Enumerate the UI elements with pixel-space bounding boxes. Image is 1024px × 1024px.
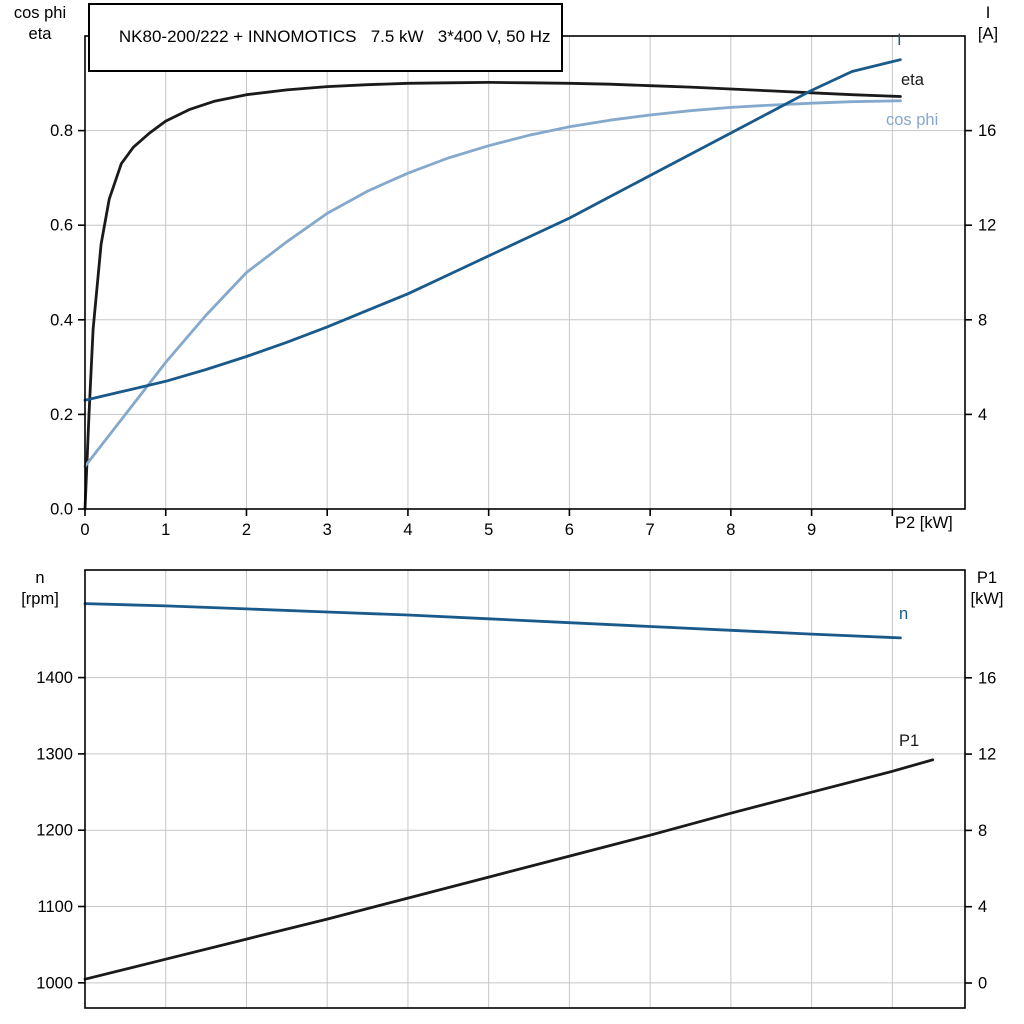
curve-label-speed: n [899, 605, 909, 623]
svg-text:12: 12 [978, 746, 996, 764]
top-right-axis-title: I [A] [958, 3, 1018, 44]
svg-text:1: 1 [161, 521, 170, 539]
svg-text:6: 6 [565, 521, 574, 539]
svg-text:9: 9 [807, 521, 816, 539]
bottom-left-axis-title: n [rpm] [2, 568, 78, 609]
svg-text:0.4: 0.4 [50, 311, 73, 329]
x-axis-label: P2 [kW] [895, 514, 953, 532]
svg-text:0.2: 0.2 [50, 406, 73, 424]
bottom-right-axis-title: P1 [kW] [954, 568, 1020, 609]
axis-title-speed: n [35, 569, 45, 587]
svg-text:12: 12 [978, 217, 996, 235]
svg-text:1200: 1200 [36, 822, 73, 840]
svg-text:8: 8 [978, 822, 987, 840]
svg-text:7: 7 [646, 521, 655, 539]
axis-title-current-unit: [A] [977, 24, 999, 43]
svg-text:0: 0 [978, 975, 987, 993]
svg-text:8: 8 [726, 521, 735, 539]
axis-title-p1-unit: [kW] [970, 589, 1004, 608]
svg-text:1100: 1100 [38, 898, 73, 916]
svg-text:8: 8 [978, 311, 987, 329]
svg-text:16: 16 [978, 669, 996, 687]
svg-text:1400: 1400 [36, 669, 73, 687]
chart-title: NK80-200/222 + INNOMOTICS 7.5 kW 3*400 V… [118, 27, 551, 46]
axis-title-current: I [985, 4, 991, 22]
svg-text:3: 3 [323, 521, 332, 539]
svg-text:1300: 1300 [36, 745, 73, 763]
curve-label-current: I [897, 31, 902, 49]
chart-title-box: NK80-200/222 + INNOMOTICS 7.5 kW 3*400 V… [88, 3, 563, 72]
svg-text:16: 16 [978, 122, 996, 140]
svg-text:0.0: 0.0 [50, 501, 73, 519]
svg-text:0.6: 0.6 [50, 217, 73, 235]
svg-text:5: 5 [484, 521, 493, 539]
svg-text:2: 2 [242, 521, 251, 539]
svg-text:0.8: 0.8 [50, 122, 73, 140]
svg-text:1000: 1000 [36, 974, 73, 992]
svg-text:4: 4 [403, 521, 412, 539]
axis-title-speed-unit: [rpm] [21, 589, 59, 608]
svg-text:4: 4 [978, 406, 987, 424]
top-left-axis-title: cos phi eta [2, 3, 78, 44]
svg-text:4: 4 [978, 898, 987, 916]
axis-title-p1: P1 [976, 569, 998, 587]
curve-label-cos-phi: cos phi [886, 111, 939, 129]
svg-text:0: 0 [80, 521, 89, 539]
axis-title-cos-phi: cos phi [13, 4, 67, 22]
curve-label-p1: P1 [899, 732, 920, 750]
axis-title-eta: eta [28, 24, 52, 43]
curve-label-eta: eta [901, 71, 924, 89]
